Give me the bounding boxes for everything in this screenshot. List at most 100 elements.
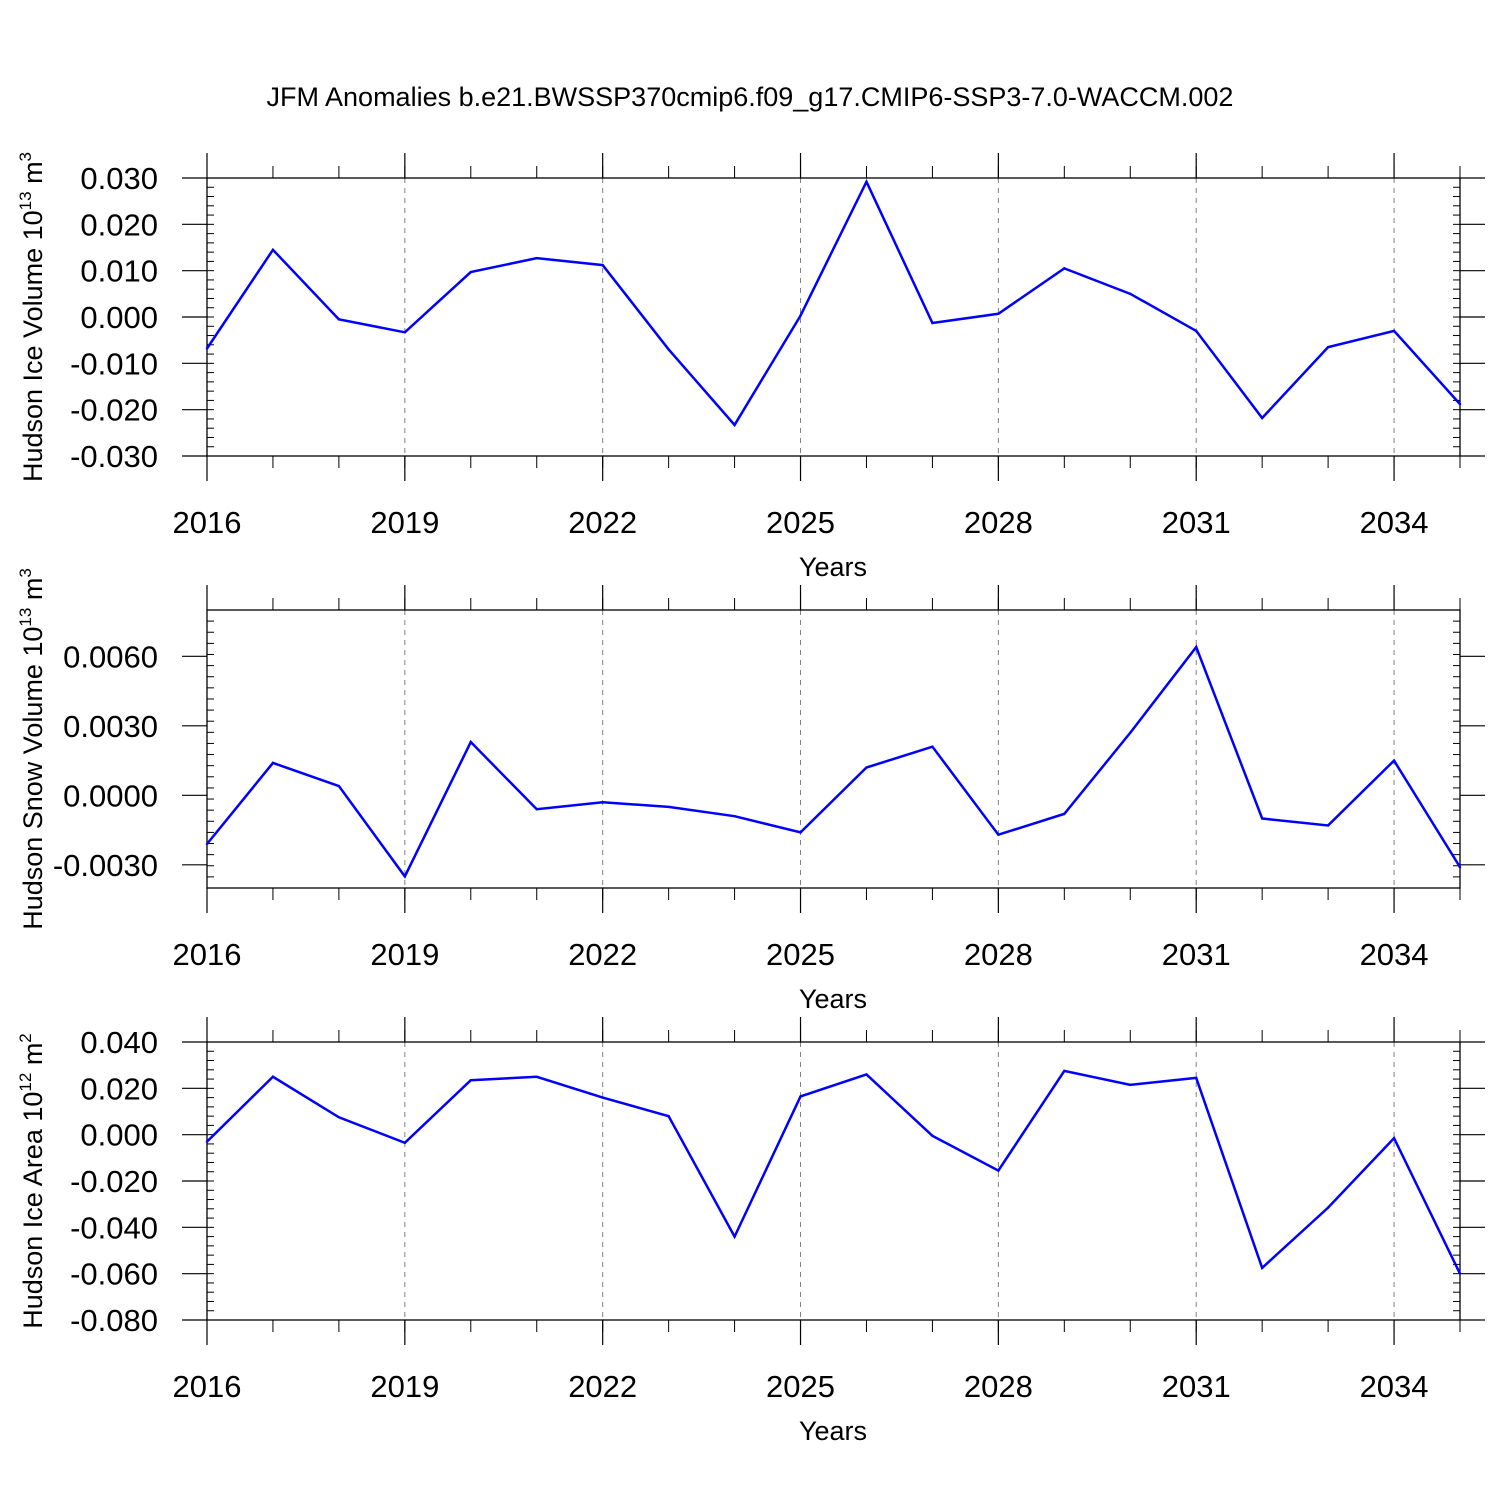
y-tick-label: 0.030 [80,161,158,196]
y-tick-label: 0.010 [80,254,158,289]
series-line [206,644,1462,879]
x-tick-label: 2034 [1360,505,1429,540]
data-point [733,1235,736,1238]
data-point [469,270,472,274]
y-axis-title: Hudson Ice Volume 1013 m3 [16,152,48,482]
y-tick-label: -0.040 [70,1210,158,1245]
data-point [667,348,670,351]
data-point [667,805,670,809]
data-point [1392,329,1396,333]
y-tick-label: -0.010 [70,346,158,381]
y-tick-label: 0.040 [80,1025,158,1060]
data-point [1063,267,1066,270]
x-tick-label: 2028 [964,1369,1033,1404]
plot-frame [206,609,1461,889]
data-point [601,801,604,804]
plot-frame [206,177,1461,457]
x-tick-label: 2034 [1360,937,1429,972]
data-point [1392,1136,1396,1140]
x-tick-label: 2031 [1162,1369,1231,1404]
data-point [931,745,934,748]
y-axis-title-text: Hudson Snow Volume 10 [18,627,48,930]
chart-title: JFM Anomalies b.e21.BWSSP370cmip6.f09_g1… [267,82,1234,112]
data-point [205,842,209,846]
x-axis-title: Years [799,1416,867,1446]
data-point [469,740,472,744]
data-point [1195,329,1198,333]
x-tick-label: 2016 [173,1369,242,1404]
data-point [1326,345,1330,349]
data-point [205,347,209,350]
data-point [799,1095,802,1098]
y-tick-label: -0.080 [70,1303,158,1338]
y-axis-title-superscript: 13 [16,608,35,627]
data-point [1195,645,1198,649]
data-point [271,761,275,765]
data-point [1458,865,1462,869]
data-point [865,766,868,769]
data-point [865,180,868,183]
y-tick-label: 0.020 [80,1071,158,1106]
data-point [337,318,341,321]
x-tick-label: 2025 [766,937,835,972]
y-axis-title-text: Hudson Ice Volume 10 [18,210,48,482]
y-tick-label: -0.060 [70,1257,158,1292]
y-tick-label: 0.0000 [63,778,158,813]
data-point [337,1116,341,1119]
y-axis-title-text: m [18,161,48,191]
data-point [1260,1266,1264,1270]
y-axis-title: Hudson Ice Area 1012 m2 [16,1033,48,1329]
x-tick-label: 2031 [1162,937,1231,972]
x-axis-title: Years [799,984,867,1014]
y-tick-label: 0.020 [80,207,158,242]
y-tick-label: -0.030 [70,439,158,474]
x-tick-label: 2022 [568,937,637,972]
y-axis-title-superscript: 3 [16,568,35,577]
plot-frame [206,1041,1461,1321]
panel-2: 2016 2019 2022 2025 2028 2031 2034 -0.0030 0.000… [16,568,1485,1014]
panel-1: 2016 2019 2022 2025 2028 2031 2034 -0.030 -0.020… [16,152,1485,582]
data-point [997,833,1000,836]
x-tick-label: 2022 [568,505,637,540]
y-tick-label: -0.0030 [53,848,158,883]
data-point [1392,759,1396,762]
x-tick-label: 2028 [964,505,1033,540]
y-axis-title-text: Hudson Ice Area 10 [18,1092,48,1329]
data-point [1129,1083,1132,1087]
y-axis-title: Hudson Snow Volume 1013 m3 [16,568,48,930]
data-point [733,423,736,427]
data-point [601,263,604,267]
y-axis-title-text: m [18,578,48,608]
data-point [205,1140,209,1143]
data-point [1195,1076,1198,1080]
data-point [799,831,802,834]
data-point [1260,817,1264,820]
data-point [271,248,275,252]
x-tick-label: 2016 [173,937,242,972]
data-point [1260,416,1264,420]
data-point [931,321,934,325]
x-tick-label: 2025 [766,505,835,540]
series-line [206,1069,1462,1275]
data-point [403,1141,407,1144]
y-axis-title-superscript: 13 [16,191,35,210]
data-point [337,784,341,788]
y-tick-label: 0.0060 [63,639,158,674]
x-tick-label: 2028 [964,937,1033,972]
data-point [1129,292,1132,296]
data-point [1129,731,1132,734]
data-point [1063,1069,1066,1073]
data-point [469,1079,472,1082]
data-point [601,1096,604,1099]
x-tick-label: 2016 [173,505,242,540]
y-axis-title-text: m [18,1043,48,1073]
x-axis-title: Years [799,552,867,582]
data-point [1326,1206,1330,1209]
y-axis-title-superscript: 12 [16,1073,35,1092]
data-point [1326,824,1330,827]
y-tick-label: 0.000 [80,1118,158,1153]
data-point [535,256,538,260]
data-point [535,808,538,811]
data-point [667,1114,670,1118]
y-axis-title-superscript: 2 [16,1033,35,1042]
